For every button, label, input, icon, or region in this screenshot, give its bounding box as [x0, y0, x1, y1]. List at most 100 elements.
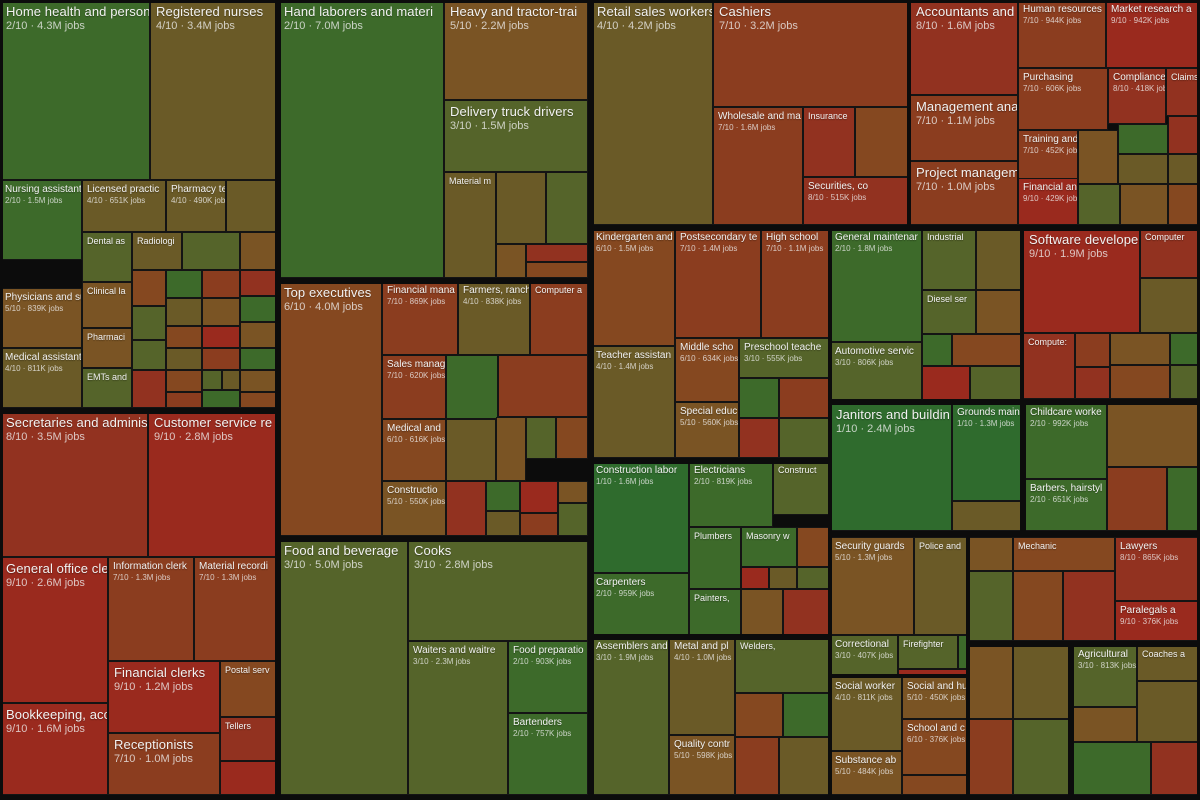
treemap-tile-plumbers[interactable]: Plumbers	[689, 527, 741, 589]
treemap-tile-minor[interactable]	[922, 334, 952, 366]
treemap-tile-paralegals-a[interactable]: Paralegals a 9/10 · 376K jobs	[1115, 601, 1200, 641]
treemap-tile-minor[interactable]	[202, 298, 240, 326]
treemap-tile-minor[interactable]	[1078, 184, 1120, 225]
treemap-tile-minor[interactable]	[958, 635, 968, 669]
treemap-tile-minor[interactable]	[202, 370, 222, 390]
treemap-tile-minor[interactable]	[855, 107, 908, 177]
treemap-tile-minor[interactable]	[1168, 154, 1200, 184]
treemap-tile-minor[interactable]	[1073, 707, 1137, 742]
treemap-tile-high-school[interactable]: High school 7/10 · 1.1M jobs	[761, 228, 829, 338]
treemap-tile-physicians-and-sur[interactable]: Physicians and sur 5/10 · 839K jobs	[0, 288, 82, 348]
treemap-tile-minor[interactable]	[182, 232, 240, 270]
treemap-tile-delivery-truck-drivers[interactable]: Delivery truck drivers 3/10 · 1.5M jobs	[444, 100, 588, 172]
treemap-tile-computer[interactable]: Computer	[1140, 228, 1200, 278]
treemap-tile-securities-co[interactable]: Securities, co 8/10 · 515K jobs	[803, 177, 908, 225]
treemap-tile-receptionists[interactable]: Receptionists 7/10 · 1.0M jobs	[108, 733, 220, 795]
treemap-tile-management-analy[interactable]: Management analy 7/10 · 1.1M jobs	[910, 95, 1018, 161]
treemap-tile-minor[interactable]	[1078, 130, 1118, 184]
treemap-tile-minor[interactable]	[735, 693, 783, 737]
treemap-tile-minor[interactable]	[202, 326, 240, 348]
treemap-tile-minor[interactable]	[526, 262, 588, 278]
treemap-tile-minor[interactable]	[1063, 571, 1115, 641]
treemap-tile-minor[interactable]	[1170, 365, 1200, 399]
treemap-tile-waiters-and-waitre[interactable]: Waiters and waitre 3/10 · 2.3M jobs	[408, 641, 508, 795]
treemap-tile-minor[interactable]	[240, 348, 276, 370]
treemap-tile-general-maintenar[interactable]: General maintenar 2/10 · 1.8M jobs	[830, 228, 922, 342]
treemap-tile-heavy-and-tractor-trai[interactable]: Heavy and tractor-trai 5/10 · 2.2M jobs	[444, 0, 588, 100]
treemap-tile-minor[interactable]	[1168, 184, 1200, 225]
treemap-tile-training-and[interactable]: Training and 7/10 · 452K jobs	[1018, 130, 1078, 184]
treemap-tile-market-research-a[interactable]: Market research a 9/10 · 942K jobs	[1106, 0, 1200, 68]
treemap-tile-police-and[interactable]: Police and	[914, 537, 968, 635]
treemap-tile-social-worker[interactable]: Social worker 4/10 · 811K jobs	[830, 677, 902, 751]
treemap-tile-bookkeeping-acco[interactable]: Bookkeeping, acco 9/10 · 1.6M jobs	[0, 703, 108, 795]
treemap-tile-teacher-assistan[interactable]: Teacher assistan 4/10 · 1.4M jobs	[591, 346, 675, 458]
treemap-tile-minor[interactable]	[968, 571, 1013, 641]
treemap-tile-minor[interactable]	[220, 761, 276, 795]
treemap-tile-minor[interactable]	[968, 537, 1013, 571]
treemap-tile-minor[interactable]	[970, 366, 1022, 400]
treemap-tile-mechanic[interactable]: Mechanic	[1013, 537, 1115, 571]
treemap-tile-diesel-ser[interactable]: Diesel ser	[922, 290, 976, 334]
treemap-tile-grounds-main[interactable]: Grounds main 1/10 · 1.3M jobs	[952, 403, 1022, 501]
treemap-tile-minor[interactable]	[202, 390, 240, 408]
treemap-tile-licensed-practic[interactable]: Licensed practic 4/10 · 651K jobs	[82, 180, 166, 232]
treemap-tile-minor[interactable]	[1107, 467, 1167, 531]
treemap-tile-minor[interactable]	[735, 737, 779, 795]
treemap-tile-minor[interactable]	[976, 228, 1022, 290]
treemap-tile-retail-sales-workers[interactable]: Retail sales workers 4/10 · 4.2M jobs	[591, 0, 713, 225]
treemap-tile-minor[interactable]	[496, 244, 526, 278]
treemap-tile-top-executives[interactable]: Top executives 6/10 · 4.0M jobs	[278, 281, 382, 536]
treemap-tile-minor[interactable]	[240, 322, 276, 348]
treemap-tile-human-resources[interactable]: Human resources 7/10 · 944K jobs	[1018, 0, 1106, 68]
treemap-tile-financial-mana[interactable]: Financial mana 7/10 · 869K jobs	[382, 281, 458, 355]
treemap-tile-postsecondary-te[interactable]: Postsecondary te 7/10 · 1.4M jobs	[675, 228, 761, 338]
treemap-tile-minor[interactable]	[1075, 367, 1110, 399]
treemap-tile-emts-and[interactable]: EMTs and	[82, 368, 132, 408]
treemap-tile-metal-and-pl[interactable]: Metal and pl 4/10 · 1.0M jobs	[669, 637, 735, 735]
treemap-tile-kindergarten-and[interactable]: Kindergarten and 6/10 · 1.5M jobs	[591, 228, 675, 346]
treemap-tile-minor[interactable]	[132, 340, 166, 370]
treemap-tile-agricultural[interactable]: Agricultural 3/10 · 813K jobs	[1073, 645, 1137, 707]
treemap-tile-quality-contr[interactable]: Quality contr 5/10 · 598K jobs	[669, 735, 735, 795]
treemap-tile-minor[interactable]	[166, 326, 202, 348]
treemap-tile-minor[interactable]	[1013, 645, 1073, 719]
treemap-tile-minor[interactable]	[446, 419, 496, 481]
treemap-tile-compute[interactable]: Compute:	[1023, 333, 1075, 399]
treemap-tile-barbers-hairstyl[interactable]: Barbers, hairstyl 2/10 · 651K jobs	[1025, 479, 1107, 531]
treemap-tile-financial-an[interactable]: Financial an 9/10 · 429K jobs	[1018, 178, 1078, 225]
treemap-tile-minor[interactable]	[922, 366, 970, 400]
treemap-tile-pharmacy-te[interactable]: Pharmacy te 4/10 · 490K jobs	[166, 180, 226, 232]
treemap-tile-minor[interactable]	[1167, 467, 1200, 531]
treemap-tile-lawyers[interactable]: Lawyers 8/10 · 865K jobs	[1115, 537, 1200, 601]
treemap-tile-minor[interactable]	[166, 298, 202, 326]
treemap-tile-special-educ[interactable]: Special educ 5/10 · 560K jobs	[675, 402, 739, 458]
treemap-tile-assemblers-and[interactable]: Assemblers and 3/10 · 1.9M jobs	[591, 637, 669, 795]
treemap-tile-minor[interactable]	[558, 481, 588, 503]
treemap-tile-firefighter[interactable]: Firefighter	[898, 635, 958, 669]
treemap-tile-insurance[interactable]: Insurance	[803, 107, 855, 177]
treemap-tile-minor[interactable]	[741, 589, 783, 635]
treemap-tile-food-and-beverage[interactable]: Food and beverage 3/10 · 5.0M jobs	[278, 539, 408, 795]
treemap-tile-minor[interactable]	[1168, 116, 1200, 154]
treemap-tile-accountants-and-a[interactable]: Accountants and a 8/10 · 1.6M jobs	[910, 0, 1018, 95]
treemap-tile-software-developer[interactable]: Software developer 9/10 · 1.9M jobs	[1023, 228, 1140, 333]
treemap-tile-minor[interactable]	[132, 306, 166, 340]
treemap-tile-janitors-and-buildin[interactable]: Janitors and buildin 1/10 · 2.4M jobs	[830, 403, 952, 531]
treemap-tile-minor[interactable]	[976, 290, 1022, 334]
treemap-tile-minor[interactable]	[240, 370, 276, 392]
treemap-tile-secretaries-and-adminis[interactable]: Secretaries and adminis 8/10 · 3.5M jobs	[0, 411, 148, 557]
treemap-tile-minor[interactable]	[202, 270, 240, 298]
treemap-tile-carpenters[interactable]: Carpenters 2/10 · 959K jobs	[591, 573, 689, 635]
treemap-tile-clinical-la[interactable]: Clinical la	[82, 282, 132, 328]
treemap-tile-coaches-a[interactable]: Coaches a	[1137, 645, 1200, 681]
treemap-tile-postal-serv[interactable]: Postal serv	[220, 661, 276, 717]
treemap-tile-electricians[interactable]: Electricians 2/10 · 819K jobs	[689, 461, 773, 527]
treemap-tile-minor[interactable]	[1073, 742, 1151, 795]
treemap-tile-pharmaci[interactable]: Pharmaci	[82, 328, 132, 368]
treemap-tile-minor[interactable]	[240, 270, 276, 296]
treemap-tile-purchasing[interactable]: Purchasing 7/10 · 606K jobs	[1018, 68, 1108, 130]
treemap-tile-minor[interactable]	[222, 370, 240, 390]
treemap-tile-material-recordi[interactable]: Material recordi 7/10 · 1.3M jobs	[194, 557, 276, 661]
treemap-tile-medical-assistants[interactable]: Medical assistants 4/10 · 811K jobs	[0, 348, 82, 408]
